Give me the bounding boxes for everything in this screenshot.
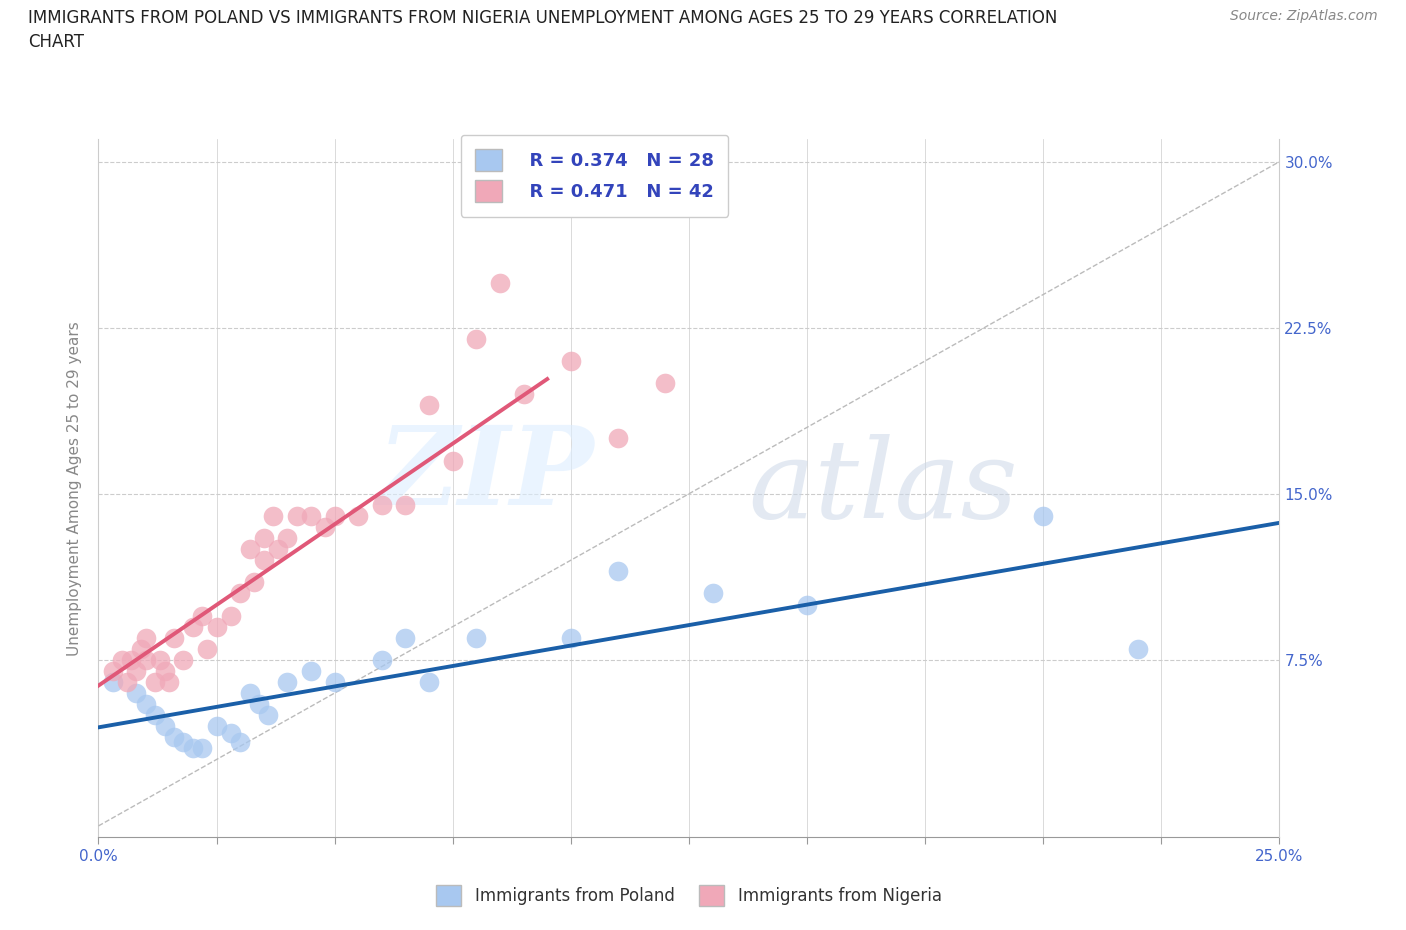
Point [489, 276, 512, 291]
Point [143, 708, 166, 723]
Point [607, 564, 630, 578]
Point [205, 719, 228, 734]
Point [285, 509, 308, 524]
Point [323, 674, 346, 689]
Point [153, 719, 176, 734]
Point [135, 653, 157, 668]
Point [101, 674, 124, 689]
Y-axis label: Unemployment Among Ages 25 to 29 years: Unemployment Among Ages 25 to 29 years [67, 321, 83, 656]
Point [115, 674, 138, 689]
Point [465, 331, 488, 346]
Point [205, 619, 228, 634]
Point [560, 353, 582, 368]
Point [195, 642, 218, 657]
Point [394, 498, 416, 512]
Point [394, 631, 416, 645]
Point [512, 387, 534, 402]
Point [191, 741, 214, 756]
Point [418, 674, 440, 689]
Point [181, 619, 204, 634]
Point [135, 697, 157, 711]
Point [239, 541, 262, 556]
Point [276, 531, 298, 546]
Point [607, 431, 630, 445]
Point [654, 376, 676, 391]
Text: IMMIGRANTS FROM POLAND VS IMMIGRANTS FROM NIGERIA UNEMPLOYMENT AMONG AGES 25 TO : IMMIGRANTS FROM POLAND VS IMMIGRANTS FRO… [28, 9, 1057, 51]
Point [153, 663, 176, 678]
Point [219, 725, 242, 740]
Point [247, 697, 270, 711]
Point [219, 608, 242, 623]
Point [163, 631, 186, 645]
Point [181, 741, 204, 756]
Point [149, 653, 172, 668]
Point [121, 653, 143, 668]
Point [1126, 642, 1149, 657]
Point [229, 586, 252, 601]
Text: ZIP: ZIP [378, 420, 595, 528]
Point [257, 708, 280, 723]
Point [239, 685, 262, 700]
Point [101, 663, 124, 678]
Point [253, 552, 276, 567]
Point [371, 653, 394, 668]
Point [125, 663, 148, 678]
Point [129, 642, 152, 657]
Point [314, 520, 336, 535]
Point [253, 531, 276, 546]
Text: Source: ZipAtlas.com: Source: ZipAtlas.com [1230, 9, 1378, 23]
Point [441, 453, 464, 468]
Point [702, 586, 724, 601]
Point [560, 631, 582, 645]
Point [299, 663, 322, 678]
Point [1032, 509, 1054, 524]
Point [172, 653, 194, 668]
Point [135, 631, 157, 645]
Point [157, 674, 180, 689]
Point [111, 653, 134, 668]
Legend: Immigrants from Poland, Immigrants from Nigeria: Immigrants from Poland, Immigrants from … [429, 879, 949, 912]
Point [418, 398, 440, 413]
Point [163, 730, 186, 745]
Point [125, 685, 148, 700]
Text: atlas: atlas [748, 434, 1018, 542]
Point [371, 498, 394, 512]
Point [172, 735, 194, 750]
Point [243, 575, 266, 590]
Point [347, 509, 370, 524]
Point [796, 597, 818, 612]
Point [267, 541, 290, 556]
Point [299, 509, 322, 524]
Point [143, 674, 166, 689]
Point [191, 608, 214, 623]
Point [229, 735, 252, 750]
Point [262, 509, 284, 524]
Point [465, 631, 488, 645]
Point [276, 674, 298, 689]
Point [323, 509, 346, 524]
